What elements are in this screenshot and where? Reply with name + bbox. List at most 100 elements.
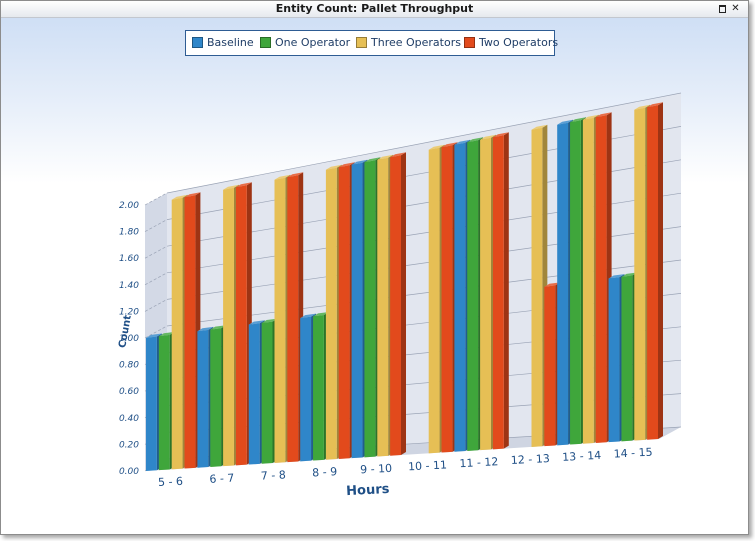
title-bar: Entity Count: Pallet Throughput ✕ [1, 1, 748, 18]
bar-three-operators [428, 147, 440, 454]
bar-two-operators [287, 175, 299, 463]
bar-three-operators [377, 157, 389, 457]
bar-top-three-operators [377, 154, 394, 160]
y-tick-label: 1.60 [119, 254, 139, 264]
bar-three-operators [325, 167, 337, 460]
gridline-side [144, 192, 168, 206]
bar-top-one-operator [364, 157, 381, 163]
bar-one-operator [261, 321, 273, 464]
bar-top-one-operator [621, 272, 638, 277]
bar-side-two-operators [401, 152, 406, 456]
legend-swatch-baseline [192, 37, 203, 48]
bar-top-baseline [608, 274, 625, 279]
y-tick-label: 0.40 [119, 414, 139, 424]
bar-top-three-operators [480, 134, 496, 140]
bar-one-operator [158, 334, 170, 471]
bar-top-one-operator [210, 325, 227, 330]
y-tick-label: 0.20 [119, 440, 139, 450]
y-tick-label: 1.40 [119, 281, 139, 291]
restore-icon[interactable] [717, 3, 728, 14]
y-tick-label: 1.80 [119, 228, 139, 238]
bar-top-two-operators [441, 142, 458, 148]
bar-baseline [197, 329, 209, 468]
bar-top-two-operators [390, 152, 406, 158]
bar-one-operator [313, 315, 324, 461]
bar-top-baseline [197, 326, 214, 332]
x-tick-label: 9 - 10 [360, 462, 393, 477]
bar-top-one-operator [570, 117, 586, 123]
bar-top-baseline [454, 139, 471, 145]
gridline-side [144, 325, 168, 339]
bar-side-two-operators [658, 102, 663, 440]
bar-top-three-operators [325, 164, 342, 170]
bar-top-three-operators [171, 194, 188, 200]
bar-three-operators [480, 137, 491, 451]
x-tick-label: 11 - 12 [459, 455, 499, 470]
bar-top-two-operators [647, 102, 663, 108]
x-tick-label: 5 - 6 [158, 475, 184, 489]
x-tick-label: 13 - 14 [562, 449, 602, 464]
bar-top-two-operators [492, 132, 509, 138]
bar-top-three-operators [274, 174, 291, 180]
bar-top-two-operators [184, 192, 201, 198]
gridline-side [144, 245, 168, 259]
bar-top-three-operators [582, 114, 599, 120]
legend-label-two-operators: Two Operators [479, 36, 559, 49]
bar-baseline [300, 316, 312, 462]
legend-label-baseline: Baseline [207, 36, 254, 49]
bar-two-operators [184, 195, 196, 469]
bar-baseline [146, 336, 157, 471]
bar-top-three-operators [531, 124, 548, 130]
x-axis-title: Hours [346, 482, 390, 499]
bar-top-baseline [557, 119, 574, 125]
gridline-side [144, 219, 168, 232]
bar-three-operators [171, 197, 183, 470]
y-tick-label: 0.00 [119, 467, 139, 477]
legend-swatch-two-operators [464, 37, 475, 48]
legend-swatch-one-operator [260, 37, 271, 48]
bar-three-operators [274, 177, 286, 463]
gridline-side [144, 272, 168, 286]
bar-two-operators [235, 185, 247, 466]
gridline-side [144, 299, 168, 312]
bar-one-operator [364, 160, 376, 458]
y-tick-label: 1.20 [119, 307, 139, 317]
bar-top-three-operators [428, 144, 445, 150]
bar-three-operators [223, 187, 234, 467]
bar-three-operators [531, 127, 543, 447]
bar-top-baseline [248, 320, 265, 325]
x-tick-label: 10 - 11 [408, 458, 448, 473]
bar-top-one-operator [261, 318, 278, 324]
bar-top-two-operators [235, 182, 252, 188]
bar-baseline [351, 162, 363, 459]
bar-baseline [608, 277, 620, 443]
bar-top-one-operator [158, 331, 175, 337]
bar-two-operators [390, 155, 401, 456]
bar-top-one-operator [313, 312, 329, 317]
bar-top-two-operators [338, 162, 355, 168]
y-tick-label: 0.80 [119, 361, 139, 371]
x-tick-label: 7 - 8 [261, 468, 287, 482]
bar-top-baseline [300, 313, 317, 319]
bar-three-operators [582, 117, 594, 444]
bar-baseline [454, 142, 466, 452]
bar-one-operator [621, 275, 633, 442]
legend-label-three-operators: Three Operators [371, 36, 461, 49]
bar-one-operator [570, 120, 581, 445]
bar-baseline [557, 122, 569, 446]
close-icon[interactable]: ✕ [731, 3, 740, 14]
x-tick-label: 14 - 15 [613, 446, 653, 461]
legend-swatch-three-operators [356, 37, 367, 48]
bar-baseline [248, 323, 260, 465]
gridline [166, 92, 682, 194]
legend-label-one-operator: One Operator [275, 36, 351, 49]
bar-top-two-operators [544, 282, 561, 287]
bar-two-operators [441, 145, 453, 453]
bar-top-two-operators [287, 172, 304, 178]
bar-two-operators [647, 105, 658, 440]
x-tick-label: 12 - 13 [511, 452, 551, 467]
bar-chart-3d: 0.00 0.20 0.40 0.60 0.80 1.00 1.20 1.40 1.60 1.80… [117, 92, 682, 499]
x-tick-label: 8 - 9 [312, 465, 338, 479]
bar-top-one-operator [467, 137, 484, 143]
